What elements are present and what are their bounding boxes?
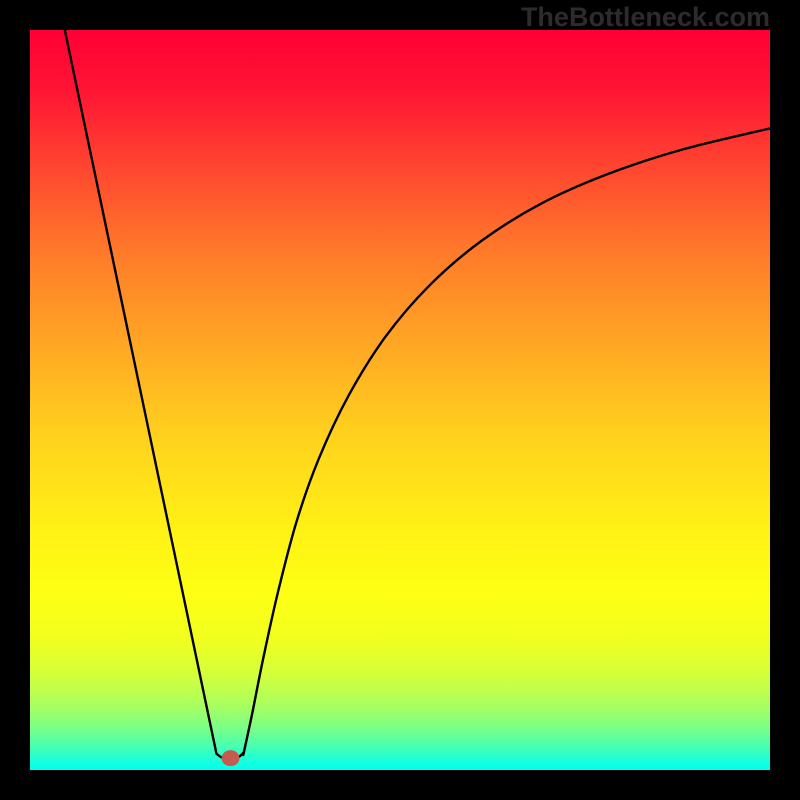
watermark-text: TheBottleneck.com: [521, 2, 770, 33]
chart-gradient-background: [30, 30, 770, 770]
chart-stage: TheBottleneck.com: [0, 0, 800, 800]
chart-frame: [30, 30, 770, 770]
